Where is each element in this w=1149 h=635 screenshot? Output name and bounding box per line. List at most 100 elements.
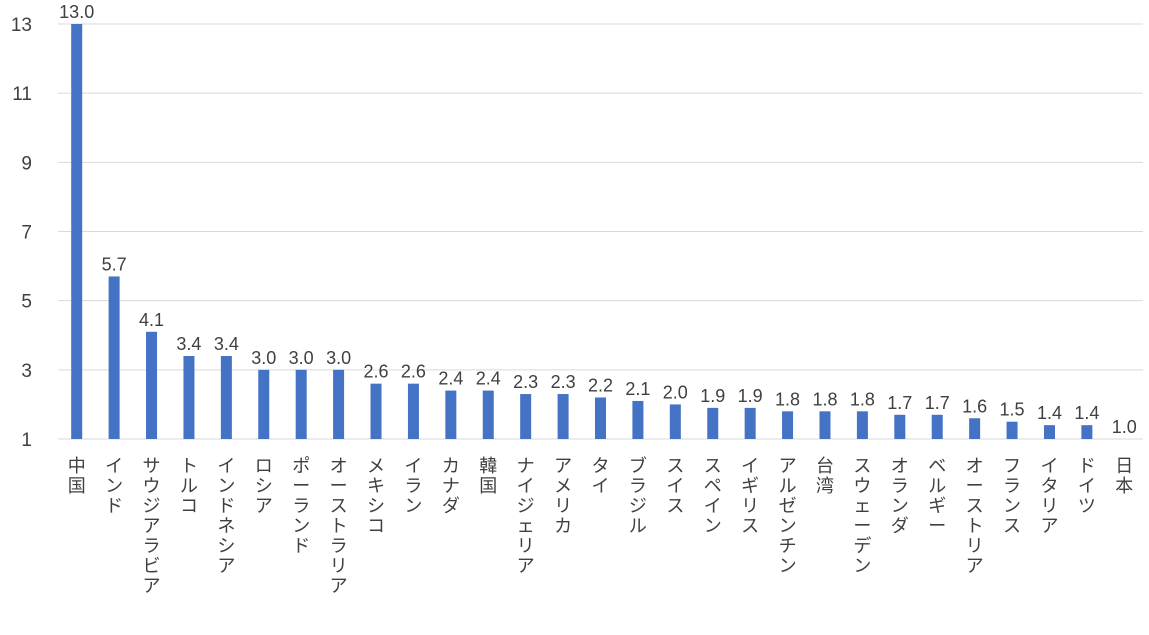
bar (146, 331, 158, 439)
bar (1006, 421, 1018, 439)
y-tick-label: 5 (21, 292, 32, 313)
bar (856, 411, 868, 439)
x-tick-label: スウェーデン (853, 456, 871, 577)
x-tick-label: 日本 (1115, 456, 1133, 497)
bar (295, 369, 307, 439)
x-tick-label: メキシコ (367, 456, 385, 537)
data-label: 1.8 (775, 389, 800, 409)
data-label: 13.0 (59, 2, 94, 22)
bar (71, 24, 83, 439)
data-label: 3.4 (176, 334, 201, 354)
bar (744, 407, 756, 439)
bar (969, 418, 981, 439)
x-tick-label: イタリア (1040, 456, 1058, 537)
data-label: 2.6 (364, 362, 389, 382)
bar (482, 390, 494, 439)
x-tick-label: ロシア (255, 456, 273, 517)
x-axis-ticks: 中国 インド サウジアラビア トルコ インドネシア ロシア ポーランド オーストラリア メキシコ… (68, 455, 1134, 597)
y-tick-label: 3 (21, 361, 32, 382)
x-tick-label: スイス (666, 456, 684, 517)
x-tick-label: 中国 (68, 456, 86, 497)
x-tick-label: オランダ (891, 456, 909, 537)
x-tick-label: タイ (592, 456, 610, 497)
data-label: 5.7 (102, 254, 127, 274)
data-label: 2.1 (625, 379, 650, 399)
bar (669, 404, 681, 439)
data-label: 1.0 (1112, 417, 1137, 437)
bar (108, 276, 120, 439)
bar (931, 414, 943, 439)
x-tick-label: フランス (1003, 456, 1021, 537)
bar (445, 390, 457, 439)
x-tick-label: ポーランド (292, 456, 310, 557)
data-label: 3.0 (251, 348, 276, 368)
bars (71, 24, 1093, 439)
data-label: 1.6 (962, 396, 987, 416)
y-tick-label: 1 (21, 430, 32, 451)
x-tick-label: イラン (404, 456, 422, 517)
data-label: 3.0 (326, 348, 351, 368)
x-tick-label: 韓国 (479, 456, 497, 497)
data-label: 1.9 (700, 386, 725, 406)
bar (370, 383, 382, 439)
bar (894, 414, 906, 439)
bar (707, 407, 719, 439)
y-tick-label: 7 (21, 223, 32, 244)
data-label: 1.7 (925, 393, 950, 413)
data-label: 1.9 (738, 386, 763, 406)
gridlines (58, 23, 1143, 440)
data-label: 2.4 (476, 369, 501, 389)
bar (520, 394, 532, 439)
data-label: 2.0 (663, 382, 688, 402)
x-tick-label: アルゼンチン (779, 456, 797, 577)
y-tick-label: 13 (11, 15, 32, 36)
x-tick-label: オーストリア (966, 456, 984, 577)
data-label: 4.1 (139, 310, 164, 330)
x-tick-label: スペイン (704, 456, 722, 537)
x-tick-label: ブラジル (629, 455, 647, 537)
data-label: 1.5 (1000, 400, 1025, 420)
bar (632, 400, 644, 439)
x-tick-label: トルコ (180, 456, 198, 517)
bar (557, 394, 569, 439)
data-label: 2.4 (438, 369, 463, 389)
x-tick-label: カナダ (442, 456, 460, 517)
bar (819, 411, 831, 439)
x-tick-label: サウジアラビア (143, 456, 161, 597)
bar (1043, 425, 1055, 439)
x-tick-label: ナイジェリア (517, 456, 535, 577)
data-label: 3.0 (289, 348, 314, 368)
x-tick-label: イギリス (741, 456, 759, 537)
data-label: 3.4 (214, 334, 239, 354)
x-tick-label: アメリカ (554, 456, 572, 537)
data-labels: 13.0 5.7 4.1 3.4 3.4 3.0 3.0 3.0 2.6 2.6 2.4 2.4 2.3… (59, 2, 1137, 437)
y-tick-label: 9 (21, 153, 32, 174)
data-label: 1.4 (1074, 403, 1099, 423)
x-tick-label: 台湾 (816, 456, 834, 497)
bar (407, 383, 419, 439)
y-tick-label: 11 (12, 84, 32, 105)
x-tick-label: オーストラリア (330, 456, 348, 597)
data-label: 2.3 (513, 372, 538, 392)
bar (782, 411, 794, 439)
bar (1081, 425, 1093, 439)
x-tick-label: インド (105, 456, 123, 517)
data-label: 1.4 (1037, 403, 1062, 423)
data-label: 1.8 (812, 389, 837, 409)
data-label: 2.6 (401, 362, 426, 382)
bar (183, 356, 195, 439)
data-label: 1.7 (887, 393, 912, 413)
data-label: 2.2 (588, 376, 613, 396)
bar (595, 397, 606, 439)
x-tick-label: ドイツ (1078, 456, 1096, 517)
bar (220, 356, 232, 439)
x-tick-label: インドネシア (217, 456, 235, 577)
data-label: 1.8 (850, 389, 875, 409)
bar (333, 369, 345, 439)
x-tick-label: ベルギー (928, 456, 946, 537)
data-label: 2.3 (551, 372, 576, 392)
bar (258, 369, 270, 439)
